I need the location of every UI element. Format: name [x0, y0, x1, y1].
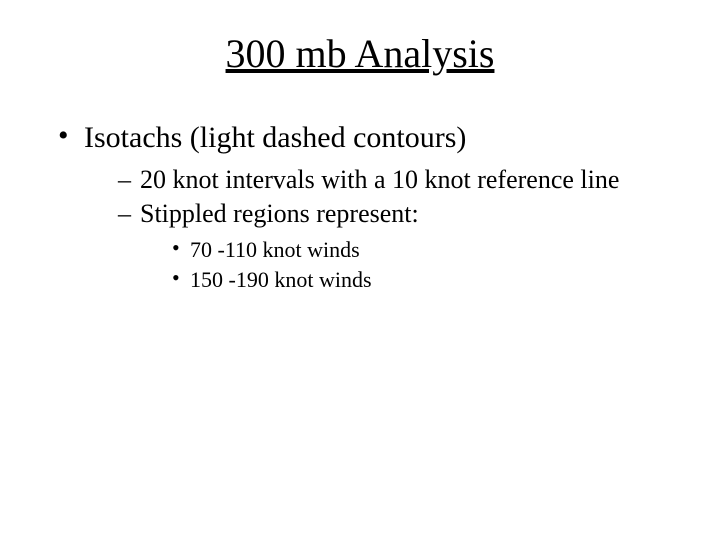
- list-item: 70 -110 knot winds: [172, 237, 680, 263]
- list-item: Isotachs (light dashed contours) 20 knot…: [58, 121, 680, 293]
- list-item: 150 -190 knot winds: [172, 267, 680, 293]
- list-item: 20 knot intervals with a 10 knot referen…: [118, 165, 680, 195]
- bullet-text: Stippled regions represent:: [140, 199, 419, 228]
- bullet-list-level1: Isotachs (light dashed contours) 20 knot…: [40, 121, 680, 293]
- bullet-list-level2: 20 knot intervals with a 10 knot referen…: [84, 165, 680, 293]
- list-item: Stippled regions represent: 70 -110 knot…: [118, 199, 680, 293]
- bullet-text: 20 knot intervals with a 10 knot referen…: [140, 165, 619, 194]
- bullet-text: Isotachs (light dashed contours): [84, 121, 466, 154]
- bullet-text: 150 -190 knot winds: [190, 267, 372, 292]
- bullet-text: 70 -110 knot winds: [190, 237, 360, 262]
- slide-title: 300 mb Analysis: [40, 30, 680, 77]
- bullet-list-level3: 70 -110 knot winds 150 -190 knot winds: [140, 237, 680, 293]
